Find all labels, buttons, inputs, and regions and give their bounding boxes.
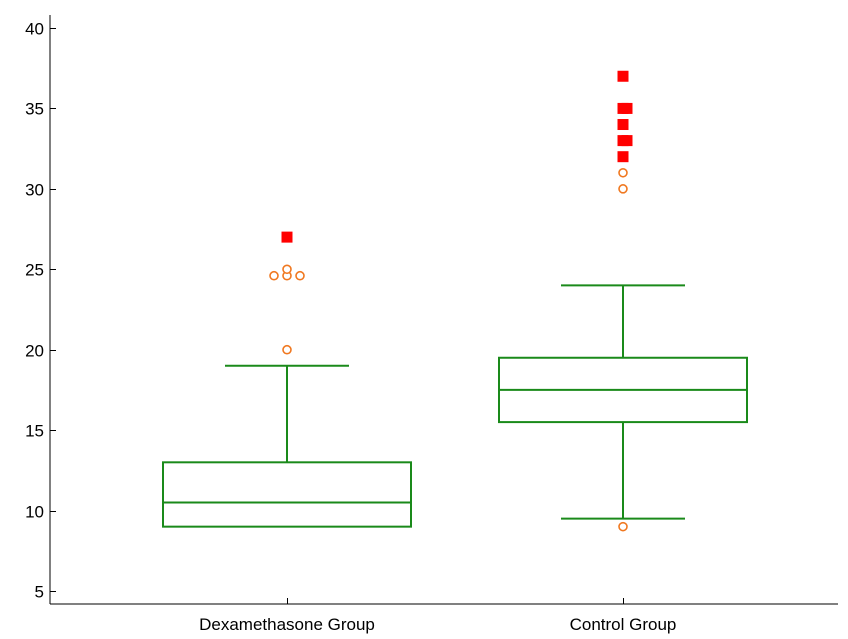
outlier-point [269, 270, 279, 281]
extreme-point [617, 151, 629, 163]
outlier-point [282, 264, 292, 275]
y-tick-label: 5 [35, 583, 44, 602]
extreme-point [621, 102, 633, 114]
y-tick-label: 35 [25, 100, 44, 119]
y-tick-label: 10 [25, 503, 44, 522]
y-tick-label: 40 [25, 20, 44, 39]
box-iqr [162, 461, 412, 528]
outlier-point [618, 521, 628, 532]
box-group [162, 231, 412, 528]
extreme-point [617, 70, 629, 82]
outlier-point [618, 167, 628, 178]
y-tick-label: 25 [25, 261, 44, 280]
y-tick-label: 30 [25, 181, 44, 200]
box-group [498, 70, 748, 532]
y-tick-label: 20 [25, 342, 44, 361]
outlier-point [618, 184, 628, 194]
extreme-point [621, 135, 633, 147]
outlier-point [295, 270, 305, 281]
y-tick-label: 15 [25, 422, 44, 441]
x-tick-label: Control Group [570, 615, 677, 634]
x-tick-label: Dexamethasone Group [199, 615, 375, 634]
extreme-point [281, 231, 293, 243]
plot-marks [162, 70, 748, 532]
axes: 5 10 15 20 25 30 35 40 Dexamethasone Group Contro… [25, 15, 838, 634]
outlier-point [282, 344, 292, 355]
extreme-point [617, 119, 629, 131]
